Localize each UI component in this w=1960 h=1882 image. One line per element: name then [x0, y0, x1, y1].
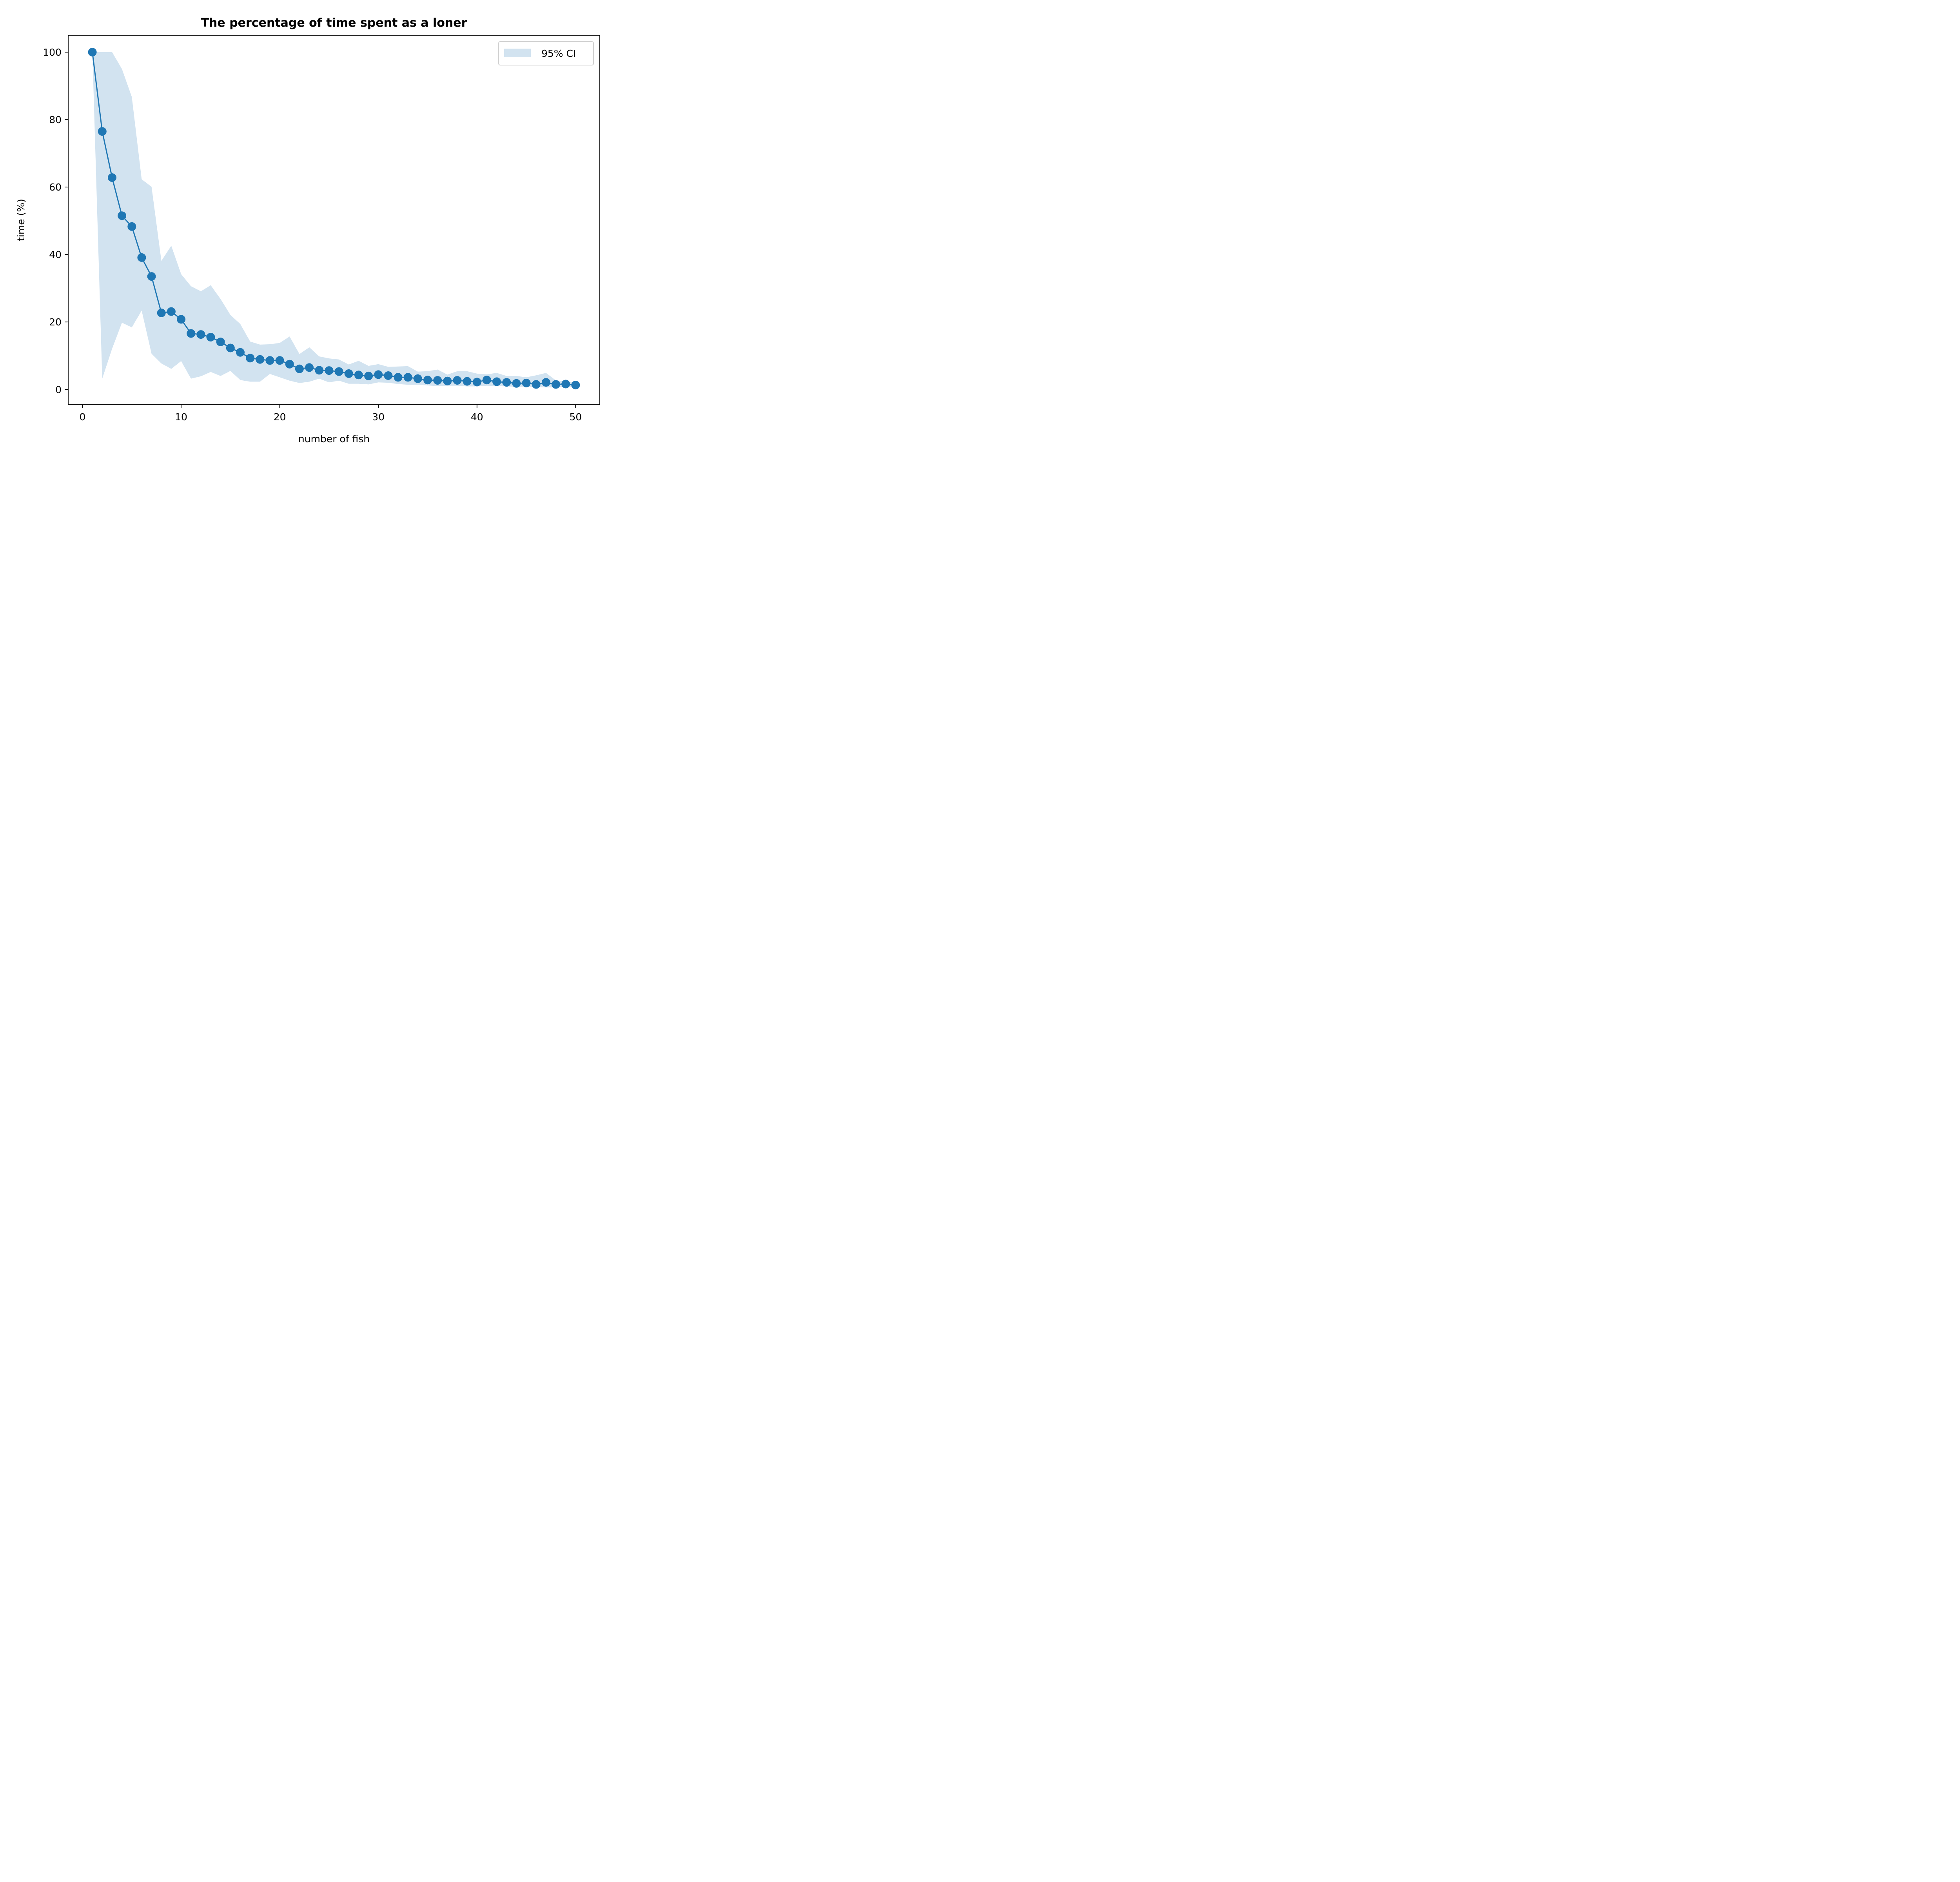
data-point — [354, 371, 363, 380]
data-point — [413, 374, 422, 383]
data-point — [571, 381, 580, 390]
y-axis: 0 20 40 60 80 100 — [43, 47, 68, 395]
data-point — [167, 307, 176, 316]
data-point — [423, 376, 432, 385]
data-point — [532, 380, 541, 389]
data-point — [512, 379, 521, 388]
legend-box — [498, 41, 594, 65]
data-point — [502, 378, 511, 387]
data-point — [374, 370, 383, 379]
data-point — [403, 373, 412, 382]
confidence-interval-layer — [92, 52, 576, 388]
data-point — [325, 366, 334, 375]
data-point — [315, 366, 324, 375]
data-point — [98, 127, 107, 136]
data-point — [127, 222, 136, 231]
data-points-layer — [88, 48, 580, 390]
data-point — [265, 356, 274, 365]
data-point — [275, 356, 284, 365]
data-point — [177, 315, 186, 324]
y-tick-label: 100 — [43, 47, 62, 58]
data-point — [364, 371, 373, 380]
x-axis-label: number of fish — [298, 433, 370, 445]
data-point — [118, 211, 127, 220]
data-point — [561, 380, 570, 389]
x-tick-label: 40 — [471, 411, 483, 423]
data-point — [246, 354, 255, 363]
legend-swatch-ci — [504, 49, 531, 57]
data-point — [256, 355, 265, 364]
x-tick-label: 20 — [274, 411, 286, 423]
legend: 95% CI — [498, 41, 594, 65]
y-tick-label: 80 — [49, 114, 62, 125]
data-point — [522, 378, 531, 387]
x-axis: 0 10 20 30 40 50 — [80, 405, 582, 423]
data-point — [187, 329, 196, 338]
data-point — [482, 376, 491, 385]
data-point — [285, 360, 294, 369]
data-point — [108, 173, 116, 182]
data-point — [216, 338, 225, 346]
chart-title: The percentage of time spent as a loner — [201, 16, 467, 30]
y-axis-label: time (%) — [15, 199, 27, 241]
data-point — [295, 364, 304, 373]
data-point — [334, 367, 343, 376]
data-point — [137, 253, 146, 262]
y-tick-label: 60 — [49, 182, 62, 193]
ci-band — [92, 52, 576, 388]
data-point — [472, 378, 481, 387]
data-point — [305, 363, 314, 372]
data-point — [157, 309, 166, 317]
data-point — [552, 380, 560, 389]
data-point — [463, 377, 472, 386]
data-point — [236, 348, 245, 357]
legend-entry-ci: 95% CI — [541, 48, 576, 59]
x-tick-label: 10 — [175, 411, 187, 423]
line-chart: The percentage of time spent as a loner … — [0, 0, 613, 456]
data-point — [196, 330, 205, 339]
data-point — [394, 373, 403, 382]
data-point — [541, 378, 550, 387]
chart-background — [0, 0, 613, 456]
x-tick-label: 30 — [372, 411, 385, 423]
data-point — [226, 343, 235, 352]
x-tick-label: 50 — [569, 411, 582, 423]
y-tick-label: 20 — [49, 316, 62, 328]
y-tick-label: 0 — [55, 384, 62, 395]
x-tick-label: 0 — [80, 411, 86, 423]
plot-area-frame — [68, 35, 600, 405]
data-point — [88, 48, 97, 56]
data-point — [453, 376, 462, 385]
data-point — [344, 369, 353, 378]
data-point — [443, 376, 452, 385]
data-point — [384, 371, 393, 380]
data-point — [492, 377, 501, 386]
y-tick-label: 40 — [49, 249, 62, 260]
data-point — [433, 376, 442, 385]
data-point — [206, 332, 215, 342]
data-point — [147, 272, 156, 281]
